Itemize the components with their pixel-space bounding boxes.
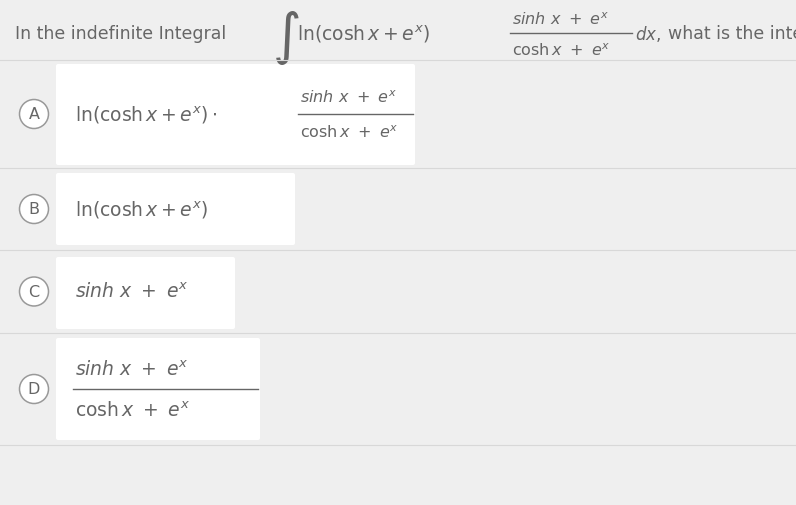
- Text: $\ln(\cosh x + e^x)$: $\ln(\cosh x + e^x)$: [75, 199, 209, 220]
- Text: $\cosh x\ +\ e^x$: $\cosh x\ +\ e^x$: [75, 400, 190, 420]
- Text: $\int$: $\int$: [272, 9, 299, 67]
- Text: $\ln(\cosh x + e^x)\cdot$: $\ln(\cosh x + e^x)\cdot$: [75, 104, 217, 125]
- Text: $\mathit{sinh}\ \mathit{x}\ +\ e^x$: $\mathit{sinh}\ \mathit{x}\ +\ e^x$: [75, 282, 189, 301]
- Text: $\mathit{sinh}\ \mathit{x}\ +\ e^x$: $\mathit{sinh}\ \mathit{x}\ +\ e^x$: [300, 89, 397, 106]
- Text: D: D: [28, 382, 40, 397]
- Text: $dx$,: $dx$,: [635, 24, 661, 44]
- FancyBboxPatch shape: [56, 65, 415, 166]
- Text: what is the integrand?: what is the integrand?: [668, 25, 796, 43]
- FancyBboxPatch shape: [56, 174, 295, 245]
- FancyBboxPatch shape: [56, 258, 235, 329]
- Circle shape: [19, 375, 49, 403]
- Text: $\cosh x\ +\ e^x$: $\cosh x\ +\ e^x$: [512, 42, 611, 59]
- Text: In the indefinite Integral: In the indefinite Integral: [15, 25, 226, 43]
- Circle shape: [19, 100, 49, 129]
- Circle shape: [19, 195, 49, 224]
- Text: B: B: [29, 202, 40, 217]
- Text: $\mathit{sinh}\ \mathit{x}\ +\ e^x$: $\mathit{sinh}\ \mathit{x}\ +\ e^x$: [512, 12, 609, 28]
- FancyBboxPatch shape: [56, 338, 260, 440]
- Text: $\mathit{sinh}\ \mathit{x}\ +\ e^x$: $\mathit{sinh}\ \mathit{x}\ +\ e^x$: [75, 360, 189, 379]
- Text: A: A: [29, 107, 40, 122]
- Text: $\ln(\cosh x + e^x)$: $\ln(\cosh x + e^x)$: [297, 23, 431, 44]
- Text: $\cosh x\ +\ e^x$: $\cosh x\ +\ e^x$: [300, 124, 399, 141]
- Text: C: C: [29, 284, 40, 299]
- Circle shape: [19, 277, 49, 307]
